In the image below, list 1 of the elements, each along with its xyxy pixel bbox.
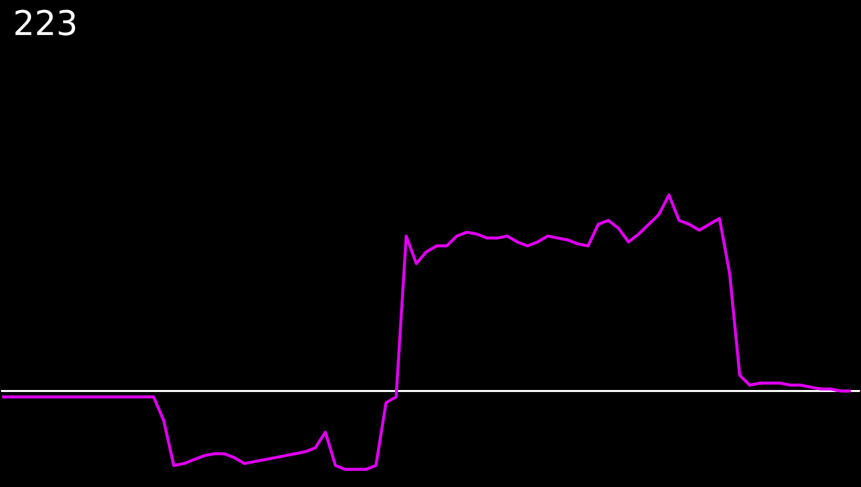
chart-title: 223 — [13, 4, 78, 44]
